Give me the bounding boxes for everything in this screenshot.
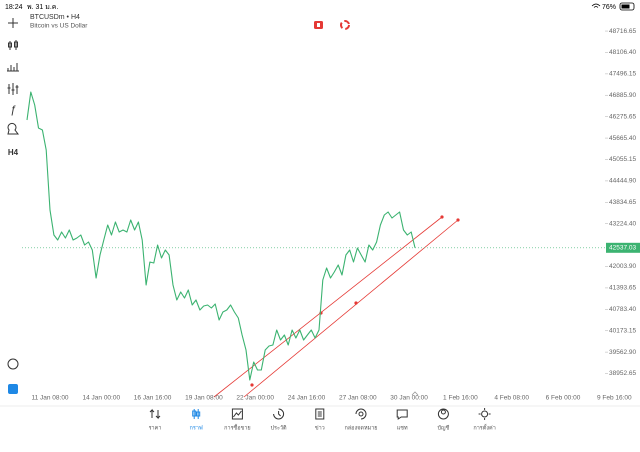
y-tick-label: 41393.65 (609, 285, 636, 292)
y-tick-label: 45665.40 (609, 135, 636, 142)
y-tick-label: 40173.15 (609, 327, 636, 334)
search-tool[interactable] (7, 358, 19, 370)
last-price-box (606, 242, 640, 253)
y-tick-label: 44444.90 (609, 178, 636, 185)
scroll-marker[interactable] (411, 391, 419, 396)
channel-point[interactable] (354, 301, 358, 305)
x-tick-label: 1 Feb 16:00 (443, 395, 478, 402)
one-click-trade-mark (317, 23, 320, 27)
shapes-tool[interactable] (7, 122, 19, 135)
price-line (26, 91, 416, 381)
x-tick-label: 14 Jan 00:00 (83, 395, 121, 402)
y-tick-label: 42003.90 (609, 263, 636, 270)
nav-label[interactable]: ข่าว (315, 425, 325, 431)
y-tick-label: 38952.65 (609, 370, 636, 377)
refresh-icon[interactable] (340, 20, 350, 30)
battery-level (621, 4, 630, 9)
status-date: พ. 31 ม.ค. (27, 4, 58, 11)
nav-icon[interactable] (192, 409, 201, 419)
y-tick-label: 46885.90 (609, 92, 636, 99)
x-tick-label: 6 Feb 00:00 (546, 395, 581, 402)
chart-type-tool[interactable] (8, 40, 18, 50)
nav-icon[interactable] (437, 408, 449, 420)
timeframe-button[interactable]: H4 (8, 148, 19, 157)
nav-icon[interactable] (396, 409, 408, 420)
nav-icon[interactable] (149, 408, 161, 420)
crosshair-tool[interactable] (8, 18, 18, 28)
channel-point[interactable] (440, 215, 444, 219)
chart-subtitle: Bitcoin vs US Dollar (30, 23, 88, 30)
y-tick-label: 48716.65 (609, 28, 636, 35)
nav-label[interactable]: กล่องจดหมาย (344, 425, 377, 431)
x-tick-label: 19 Jan 08:00 (185, 395, 223, 402)
x-tick-label: 9 Feb 16:00 (597, 395, 632, 402)
battery-icon (619, 2, 635, 11)
nav-icon[interactable] (273, 408, 285, 420)
wifi-icon (591, 3, 601, 8)
nav-label[interactable]: แชท (397, 424, 408, 431)
y-tick-label: 40783.40 (609, 306, 636, 313)
x-tick-label: 22 Jan 00:00 (236, 395, 274, 402)
nav-icon[interactable] (355, 408, 367, 420)
app-logo[interactable] (8, 384, 18, 394)
x-tick-label: 16 Jan 16:00 (134, 395, 172, 402)
y-tick-label: 43834.65 (609, 199, 636, 206)
y-tick-label: 47496.15 (609, 71, 636, 78)
last-price-label: 42537.03 (609, 245, 636, 252)
x-tick-label: 30 Jan 00:00 (390, 395, 428, 402)
nav-icon[interactable] (231, 408, 243, 420)
left-toolbar (7, 18, 19, 370)
chart-title: BTCUSDm • H4 (30, 14, 80, 21)
nav-label[interactable]: บัญชี (437, 424, 449, 431)
y-tick-label: 48106.40 (609, 49, 636, 56)
y-tick-label: 39562.90 (609, 349, 636, 356)
x-tick-label: 11 Jan 08:00 (31, 395, 68, 402)
y-tick-label: 45055.15 (609, 156, 636, 163)
y-tick-label: 43224.40 (609, 220, 636, 227)
x-tick-label: 24 Jan 16:00 (288, 395, 326, 402)
channel-point[interactable] (456, 218, 460, 222)
channel-point[interactable] (250, 383, 254, 387)
nav-label[interactable]: การซื้อขาย (224, 423, 250, 431)
nav-label[interactable]: ราคา (149, 425, 162, 431)
x-tick-label: 27 Jan 08:00 (339, 395, 377, 402)
nav-label[interactable]: ประวัติ (271, 424, 287, 431)
x-tick-label: 4 Feb 08:00 (494, 395, 529, 402)
nav-icon[interactable] (315, 408, 325, 420)
status-battery: 76% (602, 4, 616, 11)
indicator-tool[interactable] (7, 63, 19, 72)
status-time: 18:24 (5, 4, 23, 11)
trend-channel (213, 216, 459, 398)
y-tick-label: 46275.65 (609, 113, 636, 120)
function-tool[interactable]: ƒ (10, 104, 16, 116)
objects-tool[interactable] (7, 83, 19, 95)
nav-label[interactable]: กราฟ (190, 424, 203, 431)
nav-icon[interactable] (478, 408, 491, 420)
nav-label[interactable]: การตั้งค่า (473, 423, 495, 431)
channel-line-lower (243, 219, 459, 398)
channel-line-upper (213, 216, 443, 398)
